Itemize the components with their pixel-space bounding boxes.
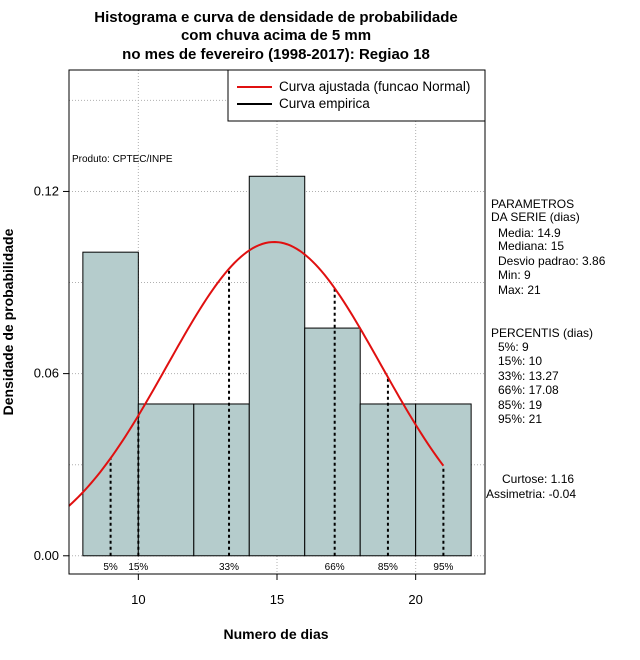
normal-fit-curve (68, 240, 445, 507)
percentile-label-0: 5% (103, 562, 118, 573)
percentis-33: 33%: 13.27 (498, 369, 559, 383)
histogram-bar-4 (304, 327, 361, 557)
x-axis-label: Numero de dias (223, 626, 328, 642)
parametros-mediana: Mediana: 15 (498, 239, 564, 253)
chart-title-line-2: com chuva acima de 5 mm (181, 27, 371, 44)
histogram-bar-2 (193, 403, 250, 557)
legend-box (227, 69, 486, 122)
legend-label-normal: Curva ajustada (funcao Normal) (279, 79, 470, 94)
producer-note: Produto: CPTEC/INPE (72, 154, 173, 165)
parametros-max: Max: 21 (498, 283, 541, 297)
percentis-66: 66%: 17.08 (498, 383, 559, 397)
percentis-95: 95%: 21 (498, 412, 542, 426)
bar-layer (82, 175, 472, 557)
percentile-label-3: 66% (325, 562, 345, 573)
parametros-min: Min: 9 (498, 268, 531, 282)
x-tick-label-1: 15 (270, 592, 284, 607)
axis-layer: 0.00 0.06 0.12 10 15 20 (34, 183, 423, 607)
curtose-value: Curtose: 1.16 (502, 472, 574, 486)
percentis-header: PERCENTIS (dias) (491, 326, 593, 340)
legend: Curva ajustada (funcao Normal) Curva emp… (227, 69, 486, 122)
chart-title-line-3: no mes de fevereiro (1998-2017): Regiao … (122, 46, 430, 63)
percentile-label-4: 85% (378, 562, 398, 573)
percentile-layer: 5% 15% 33% 66% 85% 95% (103, 268, 454, 573)
curve-layer (68, 240, 445, 507)
percentile-label-5: 95% (433, 562, 453, 573)
y-tick-label-1: 0.06 (34, 366, 59, 381)
legend-label-empirica: Curva empirica (279, 96, 370, 111)
x-tick-label-0: 10 (131, 592, 145, 607)
chart-title-line-1: Histograma e curva de densidade de proba… (94, 9, 457, 26)
percentile-label-1: 15% (128, 562, 148, 573)
y-axis-label: Densidade de probabilidade (0, 228, 16, 415)
parametros-media: Media: 14.9 (498, 226, 561, 240)
percentile-label-2: 33% (219, 562, 239, 573)
percentis-85: 85%: 19 (498, 398, 542, 412)
shape-block: Curtose: 1.16 Assimetria: -0.04 (486, 472, 576, 501)
percentis-15: 15%: 10 (498, 354, 542, 368)
x-tick-label-2: 20 (408, 592, 422, 607)
histogram-bar-0 (82, 251, 139, 557)
percentis-5: 5%: 9 (498, 340, 529, 354)
parametros-header-1: PARAMETROS (491, 197, 574, 211)
y-tick-label-2: 0.12 (34, 183, 59, 198)
histogram-bar-6 (415, 403, 472, 557)
histogram-bar-3 (248, 175, 306, 557)
y-tick-label-0: 0.00 (34, 548, 59, 563)
parametros-block: PARAMETROS DA SERIE (dias) Media: 14.9 M… (491, 197, 606, 297)
histogram-bar-1 (137, 403, 195, 557)
assimetria-value: Assimetria: -0.04 (486, 487, 576, 501)
parametros-desvio: Desvio padrao: 3.86 (498, 254, 606, 268)
parametros-header-2: DA SERIE (dias) (491, 210, 580, 224)
histogram-bar-5 (359, 403, 417, 557)
percentis-block: PERCENTIS (dias) 5%: 9 15%: 10 33%: 13.2… (491, 326, 593, 426)
